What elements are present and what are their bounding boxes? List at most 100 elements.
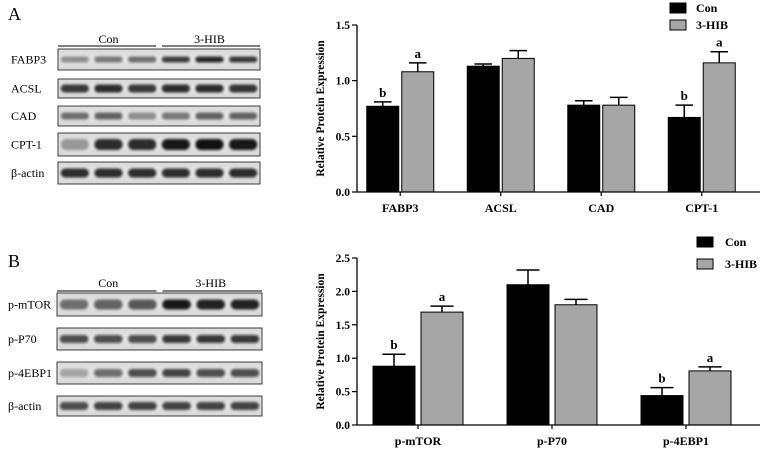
y-tick-label: 0.0 [336,420,351,432]
blot-strip [57,78,261,99]
blot-band [128,56,157,63]
blot-row-cad: CAD [11,105,261,127]
significance-letter: b [681,88,688,103]
significance-letter: a [716,35,723,50]
blot-band [195,139,224,150]
significance-letter: b [379,85,386,100]
blot-row-label: β-actin [8,399,41,413]
blot-row-label: p-P70 [8,332,37,346]
bar-3-hib-fabp3 [401,71,435,193]
y-tick-label: 1.0 [336,353,351,365]
blot-band [230,335,260,343]
blot-band [59,299,89,310]
y-axis-label: Relative Protein Expression [315,273,327,410]
western-blot-panel-a: Con 3-HIB FABP3 ACSL CAD CPT-1 β-actin [11,32,261,185]
blot-group-label-3-hib: 3-HIB [195,276,226,290]
y-axis-label: Relative Protein Expression [315,40,327,177]
blot-row-cpt-1: CPT-1 [11,132,261,157]
legend: Con 3-HIB [696,235,757,271]
blot-band [161,84,190,93]
blot-band [162,369,191,377]
bar-chart-a: b a FABP3 ACSL CAD b a CPT-1 0.0 0.5 1.0 1.5 Relativ… [315,1,760,215]
blot-row-p-p70: p-P70 [8,327,263,351]
panel-label-a: A [8,4,21,24]
blot-band [94,168,123,178]
bar-con-fabp3 [366,105,400,193]
y-tick-label: 0.5 [336,131,351,143]
blot-band [195,84,224,93]
blot-strip [56,395,263,417]
y-tick-label: 0.5 [336,387,351,399]
bar-con-p-p70 [506,284,550,426]
blot-band [161,139,190,150]
blot-row-beta-actin: β-actin [8,395,263,417]
blot-band [196,369,226,377]
blot-band [93,402,123,410]
blot-band [195,56,224,63]
bar-3-hib-cad [602,104,636,193]
blot-band [161,56,190,63]
panel-label-b: B [8,251,20,271]
blot-strip [56,327,263,351]
bar-3-hib-p-4ebp1 [688,370,732,426]
blot-row-label: CPT-1 [11,138,42,152]
blot-band [229,56,258,63]
y-tick-label: 2.0 [336,286,351,298]
blot-group-label-con: Con [98,276,118,290]
blot-band [94,112,123,120]
category-label-fabp3: FABP3 [382,201,418,215]
blot-band [60,139,89,150]
blot-band [230,369,260,377]
bar-3-hib-cpt-1 [702,62,736,193]
blot-band [93,369,123,377]
blot-band [94,56,123,63]
blot-row-label: FABP3 [11,53,46,67]
y-tick-label: 1.0 [336,76,351,88]
significance-letter: b [658,371,665,386]
blot-band [128,299,157,310]
legend-label-3-hib: 3-HIB [725,257,757,271]
category-label-p-p70: p-P70 [537,434,567,448]
blot-row-label: ACSL [11,82,42,96]
bar-con-cad [567,104,601,193]
blot-band [59,402,89,410]
legend-swatch-3-hib [669,19,687,31]
blot-band [128,112,157,120]
bar-chart-b: b a p-mTOR p-P70 b a p-4EBP1 0.0 0.5 1.0 1.5 2.0 2.5… [315,235,760,448]
blot-band [229,139,258,150]
blot-band [94,139,123,150]
legend-label-3-hib: 3-HIB [696,18,728,32]
western-blot-panel-b: Con 3-HIB p-mTOR p-P70 p-4EBP1 β-actin [8,276,263,417]
blot-group-label-3-hib: 3-HIB [194,32,225,46]
blot-strip [57,105,261,127]
blot-band [93,299,123,310]
significance-letter: a [439,289,446,304]
blot-band [162,299,191,310]
blot-row-p-4ebp1: p-4EBP1 [8,361,263,385]
significance-letter: a [415,46,422,61]
bar-con-acsl [466,65,500,193]
y-tick-label: 2.5 [336,253,351,265]
blot-band [229,168,258,178]
blot-band [196,299,226,310]
blot-band [195,168,224,178]
bar-con-cpt-1 [667,116,701,193]
category-label-acsl: ACSL [485,201,517,215]
blot-band [60,84,89,93]
blot-band [59,335,89,343]
blot-band [60,112,89,120]
blot-band [162,402,191,410]
bar-con-p-mtor [372,365,416,426]
blot-band [59,369,89,377]
category-label-p-mtor: p-mTOR [395,434,442,448]
legend-label-con: Con [696,1,718,15]
blot-row-p-mtor: p-mTOR [8,292,263,317]
blot-group-label-con: Con [98,32,118,46]
significance-letter: a [707,350,714,365]
blot-row-label: CAD [11,109,37,123]
blot-band [128,335,157,343]
legend-swatch-3-hib [696,258,714,270]
legend-swatch-con [669,2,687,14]
blot-row-acsl: ACSL [11,78,261,99]
